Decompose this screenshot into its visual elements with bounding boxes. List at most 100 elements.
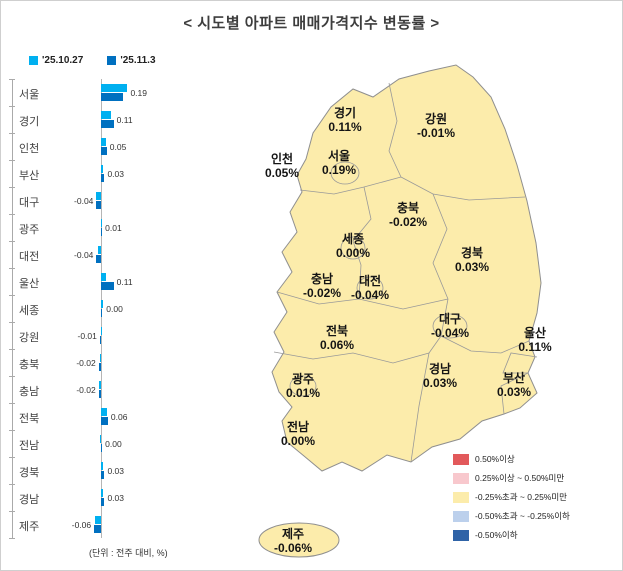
mainland-shape — [271, 64, 542, 472]
bar-category-label: 제주 — [19, 521, 40, 533]
bar-category-label: 대구 — [19, 197, 40, 209]
bar-row-강원: 강원 -0.01 — [9, 322, 209, 349]
category-axis-tick — [9, 511, 15, 512]
map-region-label-전남: 전남 0.00% — [281, 420, 315, 448]
map-region-label-서울: 서울 0.19% — [322, 149, 356, 177]
map-legend-row: -0.25%초과 ~ 0.25%미만 — [453, 491, 570, 503]
border-chungnam-chungbuk — [352, 186, 372, 300]
bar-경북-curr-week — [101, 471, 105, 479]
region-name: 충북 — [396, 201, 420, 215]
map-region-label-경기: 경기 0.11% — [328, 106, 361, 134]
region-value: 0.03% — [454, 260, 490, 274]
border-busan — [500, 372, 529, 415]
bar-전북-prev-week — [101, 408, 107, 416]
border-daejeon — [356, 276, 384, 300]
bar-광주-prev-week — [101, 219, 103, 227]
map-legend-color-swatch — [453, 472, 469, 484]
bar-전남-prev-week — [99, 435, 101, 443]
bar-value-label: -0.06 — [71, 520, 92, 530]
region-value: 0.03% — [422, 376, 458, 390]
region-value: 0.06% — [319, 338, 355, 352]
border-gyeongbuk-gyeongnam — [440, 298, 530, 354]
category-axis-tick — [9, 187, 15, 188]
zero-axis-line — [101, 79, 102, 538]
bar-충북-prev-week — [99, 354, 101, 362]
bar-충남-prev-week — [98, 381, 101, 389]
bar-category-label: 세종 — [19, 305, 40, 317]
bar-category-label: 울산 — [19, 278, 40, 290]
category-axis-tick — [9, 295, 15, 296]
bar-value-label: 0.03 — [107, 493, 124, 503]
region-name: 세종 — [341, 232, 365, 246]
bar-광주-curr-week — [101, 228, 103, 236]
bar-경남-prev-week — [101, 489, 104, 497]
bar-경기-curr-week — [101, 120, 114, 128]
border-gangwon-south — [400, 176, 526, 201]
bar-category-label: 광주 — [19, 224, 40, 236]
bar-value-label: -0.01 — [77, 331, 97, 341]
unit-note: (단위 : 전주 대비, %) — [89, 548, 168, 558]
map-legend-color-swatch — [453, 453, 469, 465]
region-name: 제주 — [281, 527, 305, 541]
bar-row-대구: 대구 -0.04 — [9, 187, 209, 214]
bar-value-label: 0.01 — [105, 223, 122, 233]
bar-value-label: -0.04 — [74, 196, 94, 206]
region-value: 0.11% — [518, 340, 552, 354]
bar-대구-curr-week — [96, 201, 101, 209]
bar-value-label: 0.05 — [109, 142, 127, 152]
bar-value-label: 0.06 — [110, 412, 128, 422]
bar-category-label: 강원 — [19, 332, 40, 344]
bar-인천-curr-week — [101, 147, 107, 155]
bar-인천-prev-week — [101, 138, 106, 146]
bar-충남-curr-week — [98, 390, 101, 398]
bar-대전-curr-week — [96, 255, 101, 263]
region-value: -0.06% — [273, 541, 313, 555]
bar-value-label: 0.11 — [116, 115, 133, 125]
bar-대전-prev-week — [97, 246, 101, 254]
province-borders — [273, 82, 538, 463]
category-axis-tick — [9, 160, 15, 161]
bar-row-경북: 경북 0.03 — [9, 457, 209, 484]
border-sejong — [340, 236, 366, 260]
map-legend-row: -0.50%이하 — [453, 529, 570, 541]
bar-충북-curr-week — [98, 363, 101, 371]
bar-세종-curr-week — [101, 309, 102, 317]
bar-value-label: -0.04 — [74, 250, 94, 260]
prev-week-legend-label: '25.10.27 — [42, 55, 84, 66]
bar-category-label: 서울 — [19, 89, 40, 101]
bar-세종-prev-week — [101, 300, 104, 308]
region-value: 0.11% — [328, 120, 362, 134]
bar-row-대전: 대전 -0.04 — [9, 241, 209, 268]
map-legend-row: 0.25%이상 ~ 0.50%미만 — [453, 472, 570, 484]
bar-chart-legend: '25.10.27 '25.11.3 — [29, 55, 156, 66]
region-value: 0.05% — [264, 166, 300, 180]
region-name: 인천 — [270, 152, 294, 166]
map-region-label-광주: 광주 0.01% — [286, 372, 320, 400]
region-value: 0.01% — [285, 386, 321, 400]
bar-울산-prev-week — [101, 273, 106, 281]
map-region-label-경남: 경남 0.03% — [423, 362, 457, 390]
region-name: 경북 — [460, 246, 484, 260]
map-region-label-대구: 대구 -0.04% — [431, 312, 469, 340]
bar-value-label: 0.19 — [130, 88, 147, 98]
border-chungbuk-gyeongbuk — [432, 193, 449, 300]
border-jeonnam-gyeongnam — [410, 352, 430, 463]
map-legend-color-swatch — [453, 529, 469, 541]
bar-row-서울: 서울 0.19 — [9, 79, 209, 106]
bar-row-전북: 전북 0.06 — [9, 403, 209, 430]
bar-row-경기: 경기 0.11 — [9, 106, 209, 133]
region-value: 0.03% — [496, 385, 532, 399]
region-name: 대전 — [358, 274, 382, 288]
map-region-label-충북: 충북 -0.02% — [389, 201, 427, 229]
page-title: < 시도별 아파트 매매가격지수 변동률 > — [183, 15, 440, 32]
category-axis-tick — [9, 349, 15, 350]
region-name: 강원 — [424, 112, 448, 126]
bar-row-인천: 인천 0.05 — [9, 133, 209, 160]
border-jeonbuk-south — [273, 335, 442, 364]
bar-row-제주: 제주 -0.06 — [9, 511, 209, 538]
bar-부산-curr-week — [101, 174, 105, 182]
category-axis-tick — [9, 376, 15, 377]
